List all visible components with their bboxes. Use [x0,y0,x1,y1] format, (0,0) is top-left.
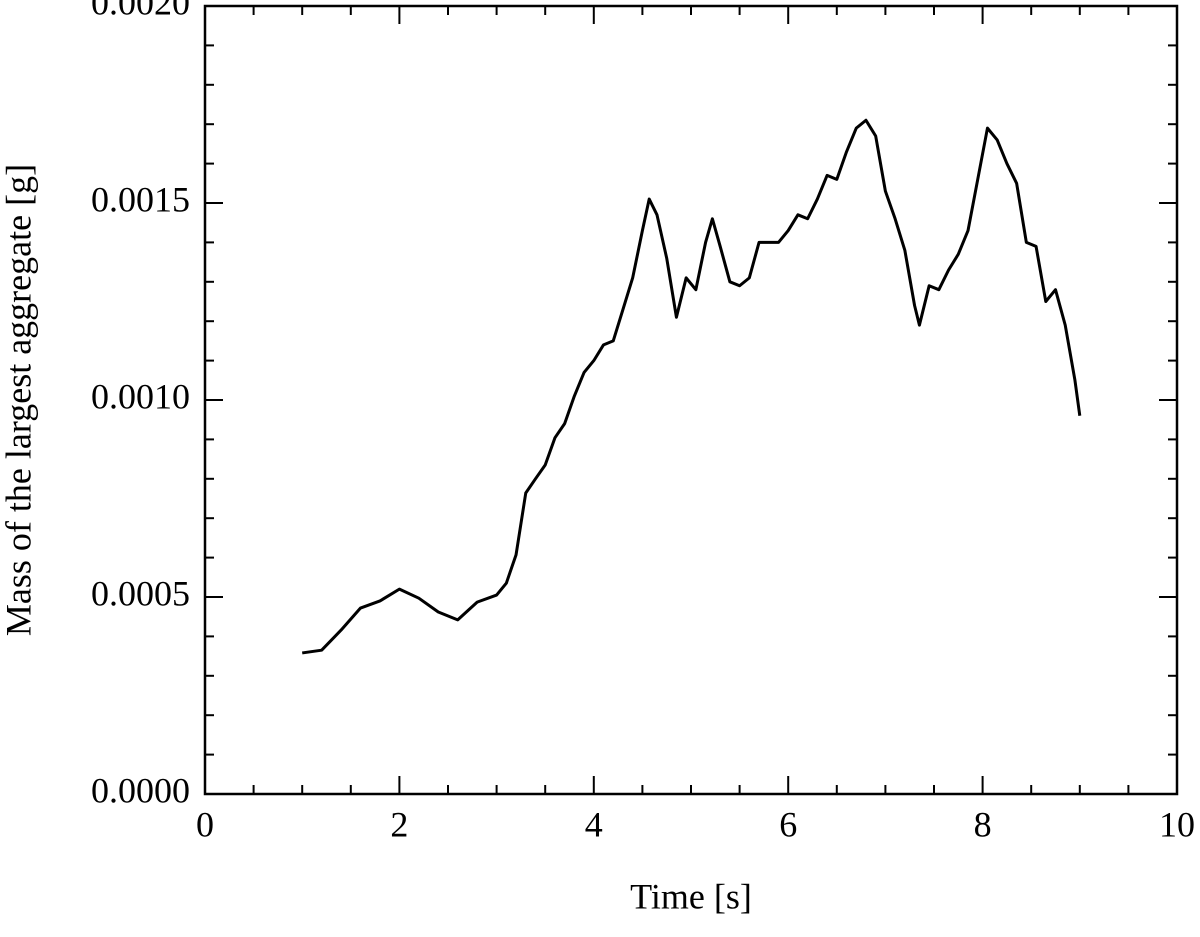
x-tick-label: 6 [779,804,797,844]
x-tick-label: 2 [390,804,408,844]
y-tick-label: 0.0020 [91,0,190,22]
x-tick-label: 8 [974,804,992,844]
plot-frame [203,4,1179,796]
y-tick-label: 0.0000 [91,770,190,810]
x-tick-label: 10 [1159,804,1195,844]
y-axis-label: Mass of the largest aggregate [g] [0,164,38,636]
data-line [301,118,1082,655]
x-axis-label: Time [s] [630,876,752,916]
y-tick-label: 0.0015 [91,179,190,219]
x-tick-label: 0 [196,804,214,844]
y-tick-label: 0.0005 [91,573,190,613]
x-tick-label: 4 [585,804,603,844]
y-tick-label: 0.0010 [91,376,190,416]
